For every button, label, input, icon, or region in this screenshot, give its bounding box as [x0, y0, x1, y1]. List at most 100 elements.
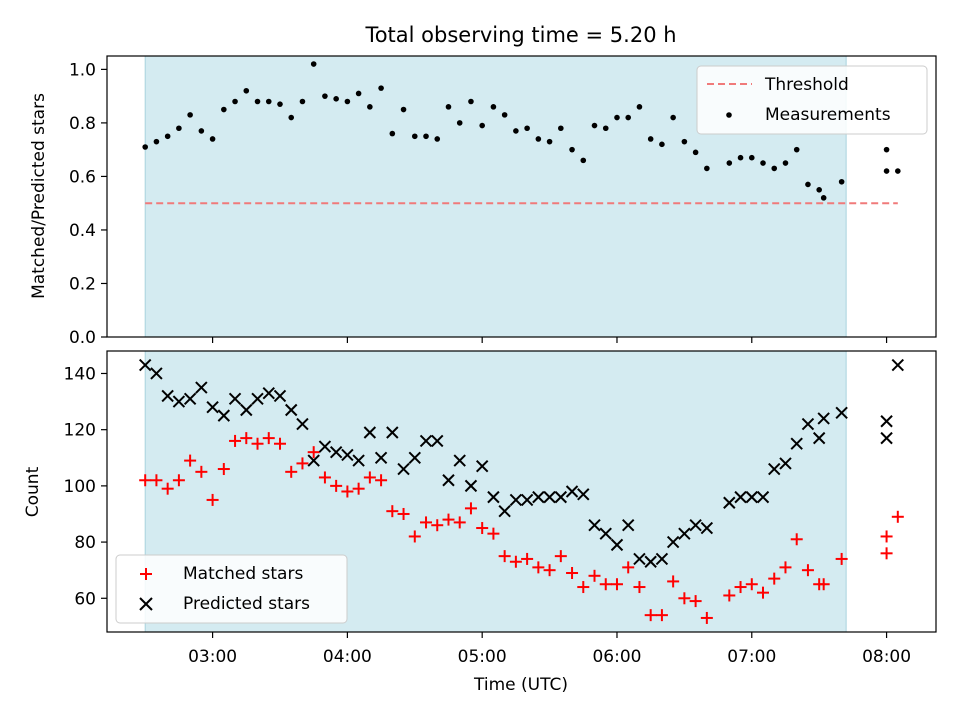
- measurement-point: [479, 122, 485, 129]
- predicted-star-marker: [195, 381, 208, 394]
- matched-star-marker: [801, 564, 814, 577]
- measurement-point: [524, 125, 530, 132]
- predicted-star-marker: [689, 519, 702, 532]
- measurement-point: [591, 122, 598, 129]
- predicted-star-marker: [543, 490, 556, 504]
- matched-star-marker: [161, 482, 174, 495]
- legend-threshold-label: Threshold: [764, 75, 849, 95]
- matched-star-marker: [644, 609, 657, 622]
- matched-star-marker: [476, 522, 489, 535]
- predicted-star-marker: [251, 392, 264, 405]
- measurement-points: [142, 61, 901, 201]
- y-tick-label: 100: [64, 477, 96, 497]
- predicted-star-markers: [138, 358, 905, 568]
- predicted-star-marker: [588, 519, 601, 532]
- predicted-star-marker: [835, 406, 848, 420]
- y-tick-label: 60: [74, 589, 96, 609]
- matched-star-marker: [330, 479, 343, 492]
- x-tick-label: 07:00: [727, 647, 776, 667]
- bottom-y-ticks: 60 80 100 120 140: [64, 364, 107, 609]
- legend-matched-label: Matched stars: [183, 564, 303, 584]
- measurement-point: [221, 106, 227, 113]
- measurement-point: [288, 114, 295, 121]
- measurement-point: [838, 178, 845, 185]
- predicted-star-marker: [880, 415, 893, 428]
- measurement-point: [468, 98, 474, 105]
- predicted-star-marker: [790, 437, 803, 450]
- predicted-star-marker: [509, 493, 523, 507]
- predicted-star-marker: [487, 490, 500, 504]
- predicted-star-marker: [801, 417, 815, 431]
- matched-star-marker: [386, 505, 399, 518]
- matched-star-marker: [363, 471, 376, 484]
- legend-predicted-label: Predicted stars: [183, 594, 310, 614]
- measurement-point: [344, 98, 351, 105]
- matched-star-marker: [509, 555, 522, 568]
- matched-star-marker: [734, 581, 747, 594]
- predicted-star-marker: [678, 527, 691, 540]
- measurement-point: [726, 160, 733, 166]
- predicted-star-marker: [363, 426, 377, 439]
- measurement-point: [820, 195, 827, 201]
- y-tick-label: 1.0: [69, 60, 96, 80]
- predicted-star-marker: [397, 462, 410, 476]
- matched-star-marker: [588, 569, 601, 582]
- measurement-point: [445, 104, 452, 110]
- predicted-star-marker: [262, 386, 275, 400]
- measurement-point: [187, 112, 193, 118]
- predicted-star-marker: [352, 454, 365, 467]
- top-y-axis-label: Matched/Predicted stars: [29, 93, 49, 299]
- predicted-star-marker: [554, 490, 568, 504]
- y-tick-label: 0.6: [69, 167, 96, 187]
- matched-star-marker: [195, 465, 208, 478]
- predicted-star-marker: [307, 454, 320, 467]
- predicted-star-marker: [150, 367, 163, 380]
- matched-star-marker: [610, 578, 623, 591]
- y-tick-label: 140: [64, 364, 96, 384]
- measurement-point: [816, 187, 822, 193]
- matched-star-marker: [375, 474, 388, 487]
- matched-star-marker: [577, 581, 590, 594]
- predicted-star-marker: [341, 448, 354, 462]
- measurement-point: [670, 114, 676, 121]
- measurement-point: [389, 130, 396, 137]
- predicted-star-marker: [666, 535, 680, 549]
- measurement-point: [176, 125, 182, 132]
- matched-star-marker: [790, 533, 803, 546]
- measurement-point: [322, 93, 328, 99]
- predicted-star-marker: [285, 403, 298, 417]
- chart-title: Total observing time = 5.20 h: [364, 23, 676, 47]
- measurement-point: [793, 146, 800, 153]
- matched-star-marker: [667, 575, 680, 588]
- matched-star-marker: [341, 485, 354, 498]
- predicted-star-marker: [228, 392, 242, 405]
- predicted-star-marker: [565, 485, 579, 498]
- matched-star-marker: [655, 609, 668, 622]
- measurement-point: [647, 136, 654, 142]
- bottom-plot-frame: [106, 350, 937, 633]
- top-panel: 0.0 0.2 0.4 0.6 0.8 1.0 Matched/Predicted sta…: [29, 55, 937, 348]
- predicted-star-marker: [329, 445, 343, 459]
- matched-star-marker: [880, 530, 893, 543]
- matched-star-marker: [745, 578, 758, 591]
- x-axis-label: Time (UTC): [473, 675, 568, 695]
- predicted-star-marker: [644, 555, 657, 568]
- predicted-star-marker: [217, 409, 231, 422]
- measurement-point: [198, 128, 205, 134]
- matched-star-marker: [172, 474, 185, 487]
- predicted-star-marker: [745, 490, 758, 504]
- matched-star-marker: [689, 595, 702, 608]
- matched-star-marker: [678, 592, 691, 605]
- matched-star-marker: [817, 578, 830, 591]
- measurement-point: [254, 98, 261, 105]
- measurement-point: [310, 61, 317, 67]
- x-tick-label: 05:00: [458, 647, 507, 667]
- top-legend: Threshold Measurements: [696, 65, 928, 135]
- measurement-point: [580, 157, 587, 164]
- predicted-star-marker: [431, 434, 444, 448]
- predicted-star-marker: [633, 552, 646, 566]
- measurement-point: [378, 85, 384, 91]
- measurement-point: [434, 136, 441, 142]
- matched-star-marker: [723, 589, 736, 602]
